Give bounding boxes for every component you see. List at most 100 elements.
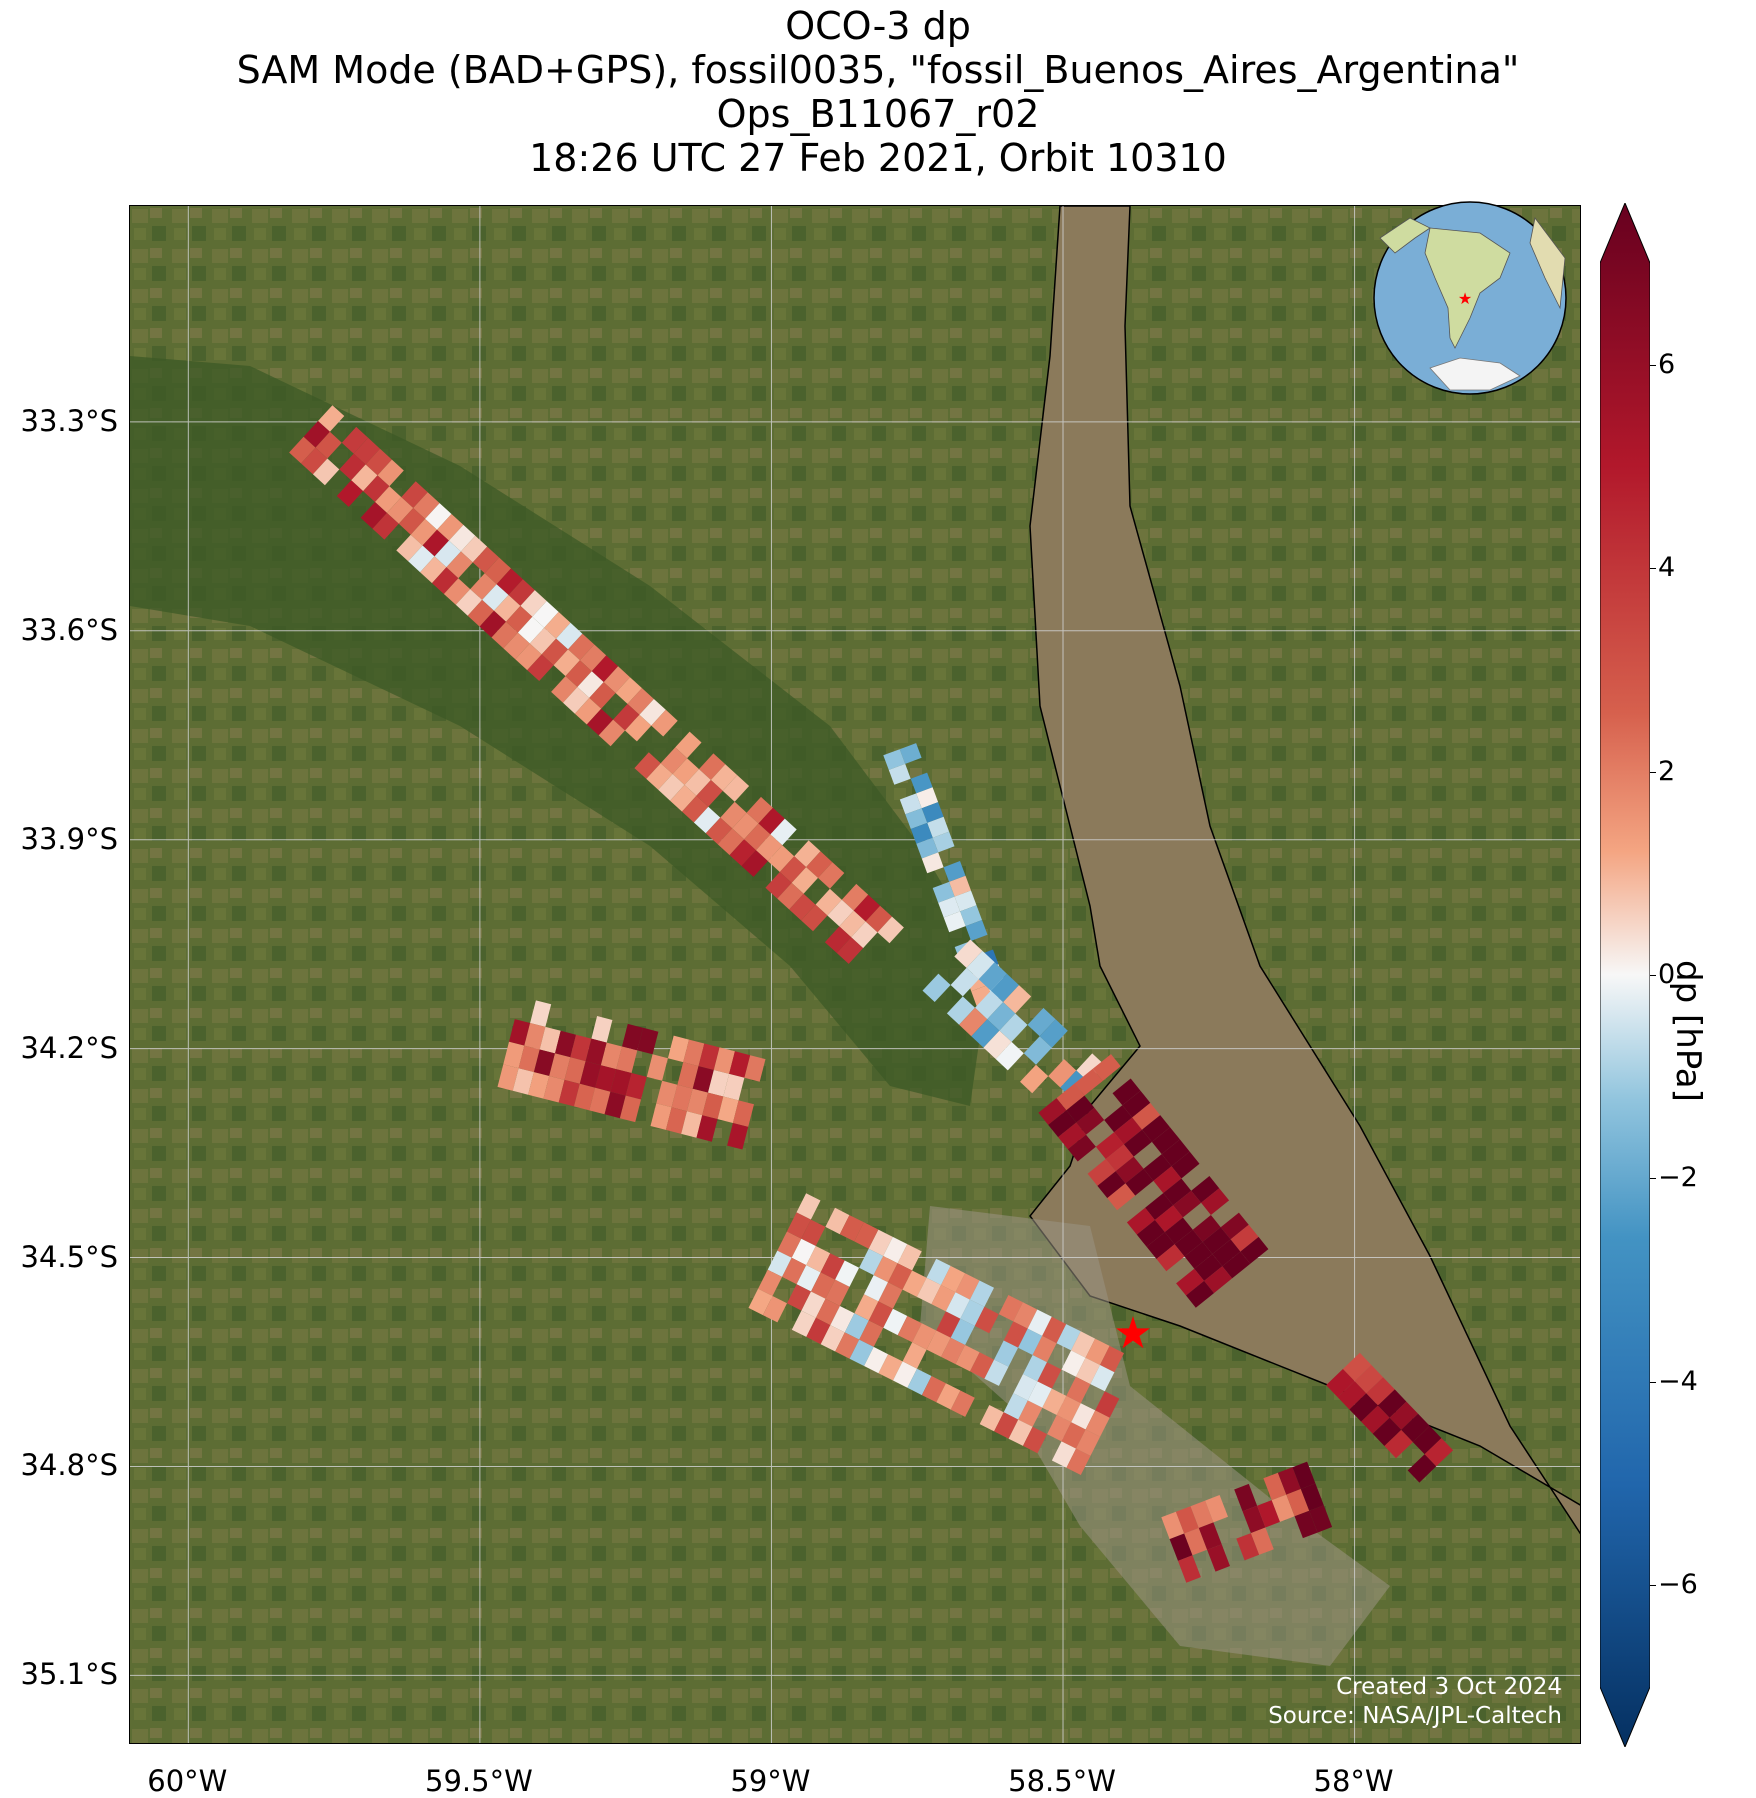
sounding-footprint bbox=[1146, 1232, 1175, 1259]
colorbar-tick-label: 2 bbox=[1658, 755, 1676, 787]
sounding-footprint bbox=[585, 1038, 607, 1066]
sounding-footprint bbox=[434, 540, 461, 568]
longitude-label: 59.5°W bbox=[425, 1764, 533, 1798]
sounding-footprint bbox=[966, 950, 995, 980]
sounding-footprint bbox=[950, 967, 979, 997]
sounding-footprint bbox=[878, 1354, 903, 1381]
sounding-footprint bbox=[503, 632, 530, 660]
sounding-footprint bbox=[1412, 1425, 1442, 1455]
latitude-label: 35.1°S bbox=[20, 1657, 118, 1692]
sounding-footprint bbox=[524, 1023, 546, 1050]
sounding-footprint bbox=[660, 747, 688, 774]
sounding-footprint bbox=[1027, 1309, 1052, 1336]
sounding-footprint bbox=[1171, 1151, 1200, 1179]
sounding-footprint bbox=[1236, 1533, 1260, 1561]
sounding-footprint bbox=[796, 1193, 821, 1220]
sounding-footprint bbox=[315, 431, 342, 459]
sounding-footprint bbox=[936, 1383, 961, 1410]
sounding-footprint bbox=[563, 687, 590, 714]
sounding-footprint bbox=[877, 916, 904, 944]
sounding-footprint bbox=[1222, 1251, 1251, 1279]
sounding-footprint bbox=[1401, 1413, 1430, 1443]
sounding-footprint bbox=[1018, 1328, 1043, 1355]
sounding-footprint bbox=[1085, 1338, 1110, 1365]
sounding-footprint bbox=[637, 1027, 659, 1055]
sounding-footprint bbox=[1071, 1331, 1096, 1358]
sounding-footprint bbox=[767, 1250, 792, 1277]
sounding-footprint bbox=[479, 610, 506, 638]
inset-star-icon: ★ bbox=[1458, 289, 1472, 308]
sounding-footprint bbox=[1047, 1415, 1072, 1442]
sounding-footprint bbox=[1042, 1316, 1067, 1344]
sounding-footprint bbox=[910, 772, 933, 794]
sounding-footprint bbox=[634, 752, 661, 779]
sounding-footprint bbox=[1066, 1095, 1095, 1123]
sounding-footprint bbox=[1192, 1215, 1221, 1242]
sounding-footprint bbox=[1349, 1393, 1378, 1422]
sounding-footprint bbox=[1230, 1224, 1259, 1252]
sounding-footprint bbox=[508, 579, 535, 606]
sounding-footprint bbox=[301, 447, 328, 475]
sounding-footprint bbox=[1066, 1448, 1091, 1475]
sounding-footprint bbox=[1114, 1117, 1142, 1145]
sounding-footprint bbox=[949, 875, 971, 897]
sounding-footprint bbox=[1126, 1207, 1155, 1235]
sounding-footprint bbox=[713, 1047, 735, 1074]
sounding-footprint bbox=[1164, 1217, 1193, 1245]
sounding-footprint bbox=[565, 660, 592, 687]
sounding-footprint bbox=[1207, 1544, 1230, 1572]
sounding-footprint bbox=[616, 1046, 638, 1073]
sounding-footprint bbox=[467, 599, 494, 627]
sounding-footprint bbox=[1372, 1417, 1402, 1446]
sounding-footprint bbox=[658, 774, 685, 801]
sounding-footprint bbox=[955, 1345, 980, 1372]
sounding-footprint bbox=[692, 1066, 714, 1093]
latitude-label: 34.5°S bbox=[20, 1239, 118, 1274]
sounding-footprint bbox=[1020, 1064, 1049, 1094]
sounding-footprint bbox=[777, 882, 804, 910]
sounding-footprint bbox=[520, 590, 547, 617]
sounding-footprint bbox=[448, 524, 476, 552]
latitude-label: 33.3°S bbox=[20, 403, 118, 438]
map-panel[interactable]: ★ Created 3 Oct 2024 Source: NASA/JPL-Ca… bbox=[129, 205, 1581, 1744]
sounding-footprint bbox=[844, 1313, 869, 1340]
sounding-footprint bbox=[613, 703, 640, 731]
sounding-footprint bbox=[503, 1041, 525, 1069]
sounding-footprint bbox=[705, 817, 733, 845]
south-america-shape bbox=[1424, 227, 1511, 349]
sounding-footprint bbox=[779, 856, 807, 883]
sounding-footprint bbox=[693, 806, 721, 834]
sounding-footprint bbox=[824, 926, 852, 953]
sounding-footprint bbox=[818, 862, 845, 889]
sounding-footprint bbox=[746, 796, 773, 824]
sounding-footprint bbox=[437, 514, 464, 541]
sounding-footprint bbox=[1143, 1154, 1172, 1181]
sounding-footprint bbox=[1294, 1510, 1318, 1539]
sounding-footprint bbox=[849, 1339, 874, 1366]
sounding-footprint bbox=[484, 557, 511, 585]
sounding-footprint bbox=[921, 802, 944, 823]
sounding-footprint bbox=[907, 1368, 932, 1396]
sounding-footprint bbox=[574, 697, 602, 725]
sounding-footprint bbox=[1202, 1227, 1231, 1255]
sounding-footprint bbox=[987, 1002, 1016, 1031]
sounding-footprint bbox=[938, 896, 961, 918]
sounding-footprint bbox=[1058, 1122, 1086, 1150]
sounding-footprint bbox=[1154, 1205, 1183, 1233]
colorbar-tick-label: 0 bbox=[1658, 959, 1676, 990]
sounding-footprint bbox=[533, 1049, 555, 1076]
sounding-footprint bbox=[363, 475, 390, 502]
sounding-footprint bbox=[729, 1051, 751, 1078]
sounding-footprint bbox=[422, 529, 449, 557]
sounding-footprint bbox=[859, 1248, 884, 1276]
sounding-footprint bbox=[1194, 1254, 1223, 1281]
sounding-footprint bbox=[789, 893, 816, 921]
title-line-1: OCO-3 dp bbox=[785, 4, 971, 48]
sounding-footprint bbox=[1169, 1533, 1193, 1561]
sounding-footprint bbox=[1132, 1102, 1161, 1130]
sounding-footprint bbox=[341, 426, 369, 454]
sounding-footprint bbox=[1038, 1098, 1067, 1125]
sounding-footprint bbox=[518, 1045, 540, 1073]
sounding-footprint bbox=[686, 1088, 708, 1116]
sounding-footprint bbox=[1061, 1422, 1086, 1449]
